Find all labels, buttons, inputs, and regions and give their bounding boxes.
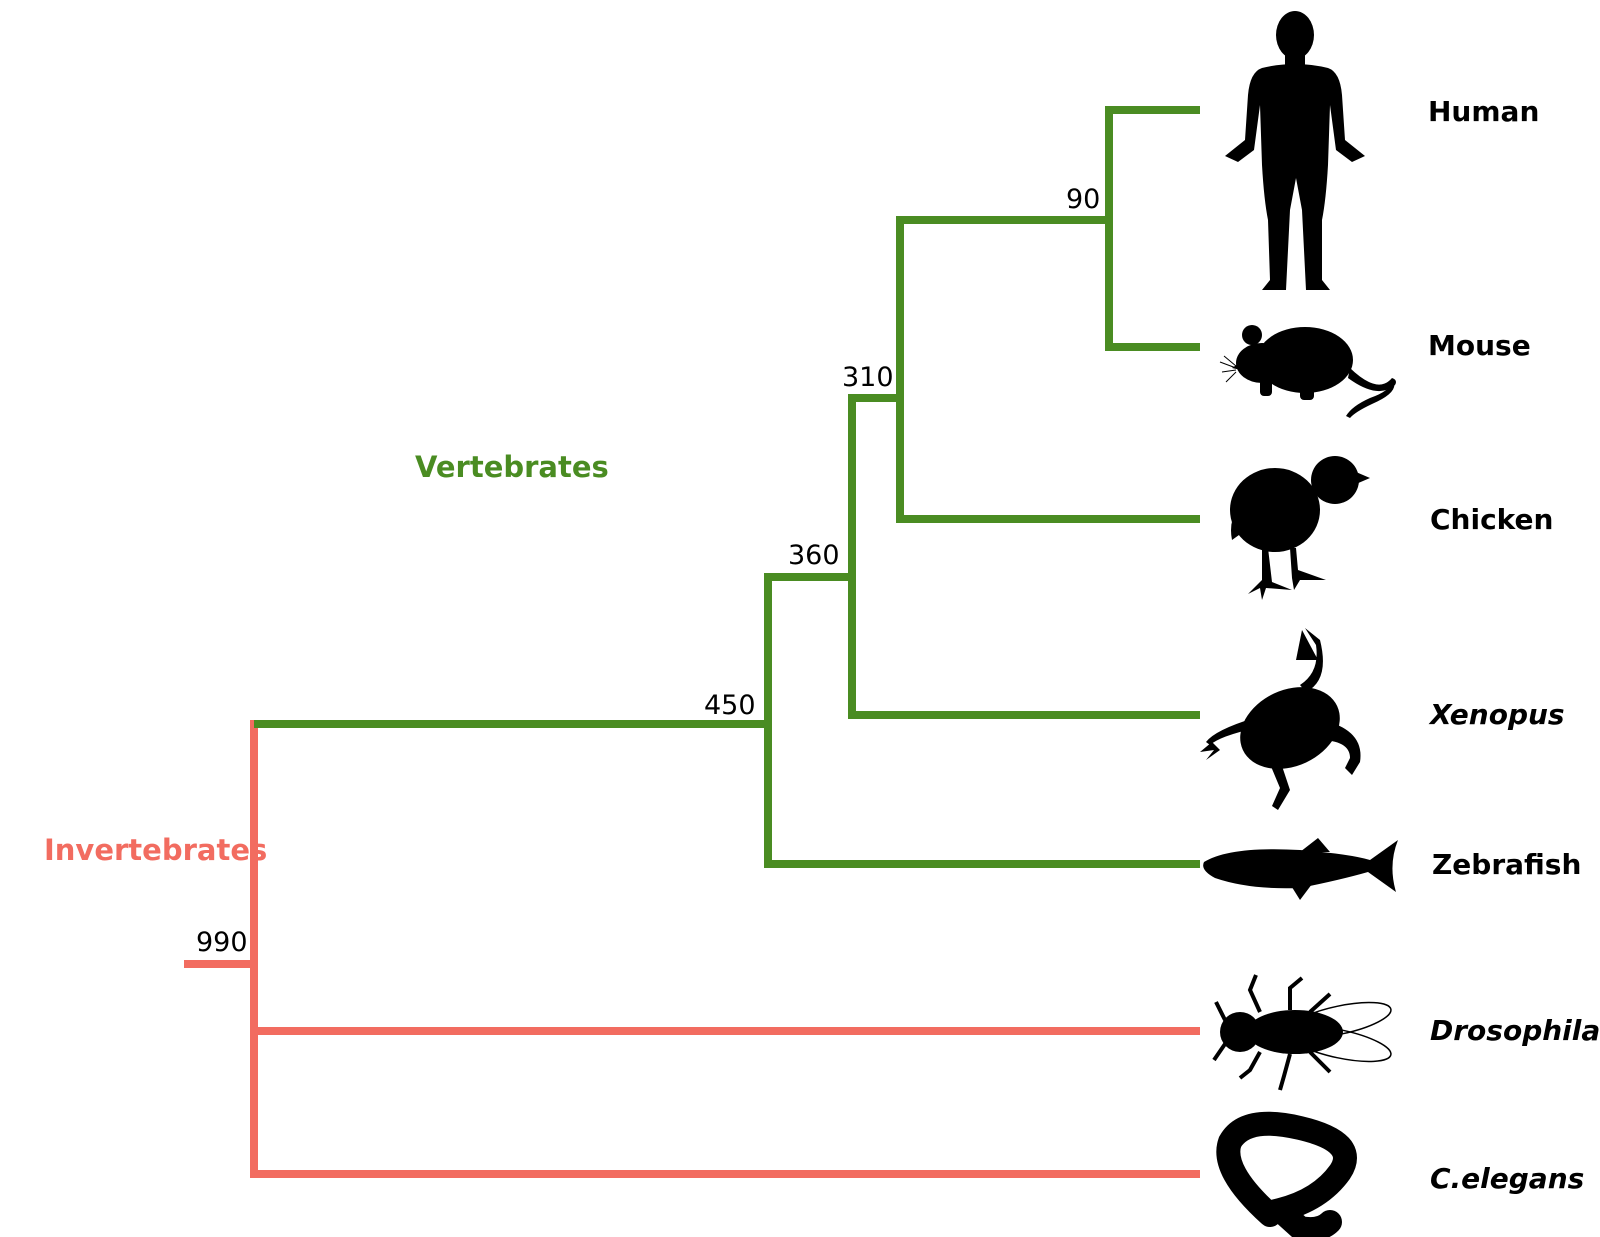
worm-silhouette-icon: [1216, 1111, 1357, 1237]
vertebrate-branches: [254, 106, 1200, 868]
taxon-label-human: Human: [1428, 95, 1539, 128]
node-label-root: 990: [196, 927, 248, 958]
taxon-label-xenopus: Xenopus: [1428, 698, 1565, 731]
node-label-vertebrates: 450: [704, 690, 756, 721]
taxon-label-drosophila: Drosophila: [1430, 1014, 1600, 1047]
taxon-label-celegans: C.elegans: [1430, 1162, 1584, 1195]
taxon-label-zebrafish: Zebrafish: [1432, 848, 1581, 881]
node-label-mammals: 90: [1066, 184, 1100, 215]
invertebrates-group-label: Invertebrates: [44, 833, 267, 867]
mouse-silhouette-icon: [1219, 325, 1396, 418]
vertebrates-group-label: Vertebrates: [415, 450, 609, 484]
node-label-amniotes: 310: [842, 362, 894, 393]
frog-silhouette-icon: [1200, 628, 1361, 810]
fish-silhouette-icon: [1203, 838, 1398, 900]
taxon-label-mouse: Mouse: [1428, 329, 1531, 362]
human-silhouette-icon: [1225, 11, 1365, 290]
taxon-label-chicken: Chicken: [1430, 503, 1553, 536]
chicken-silhouette-icon: [1230, 456, 1370, 600]
fly-silhouette-icon: [1212, 974, 1392, 1091]
node-label-tetrapods: 360: [788, 540, 840, 571]
invertebrate-branches: [184, 720, 1200, 1178]
